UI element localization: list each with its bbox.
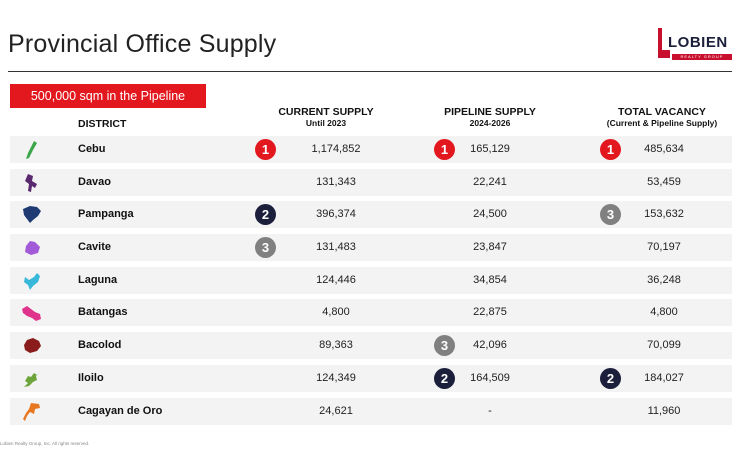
rank-badge: 2 — [600, 367, 621, 389]
pipeline-supply-value: 42,096 — [473, 339, 507, 352]
current-supply-value: 1,174,852 — [311, 143, 361, 155]
bacolod-map-icon — [24, 338, 41, 354]
rank-badge: 3 — [255, 237, 276, 259]
current-supply-value: 124,446 — [316, 273, 356, 286]
district-name: Pampanga — [78, 208, 134, 221]
table-row: Batangas 4,800 22,875 4,800 — [10, 299, 732, 327]
header-current-sub: Until 2023 — [305, 118, 347, 128]
header-pipeline-main: PIPELINE SUPPLY — [444, 106, 536, 118]
rank-badge: 2 — [255, 204, 276, 226]
district-name: Cavite — [78, 241, 112, 254]
page-title: Provincial Office Supply — [8, 30, 277, 58]
pipeline-supply-value: 22,241 — [473, 175, 507, 188]
district-name: Cagayan de Oro — [78, 404, 163, 417]
rank-badge: 1 — [600, 139, 621, 160]
total-vacancy-value: 4,800 — [650, 306, 678, 319]
table-row: Cagayan de Oro 24,621 - 11,960 — [10, 397, 732, 425]
table-row: Laguna 124,446 34,854 36,248 — [10, 266, 732, 294]
header-pipeline-supply: PIPELINE SUPPLY 2024-2026 — [420, 106, 560, 128]
header-district: DISTRICT — [78, 118, 127, 130]
district-name: Cebu — [78, 143, 106, 155]
rank-badge: 3 — [600, 204, 621, 226]
pipeline-supply-value: 164,509 — [470, 371, 510, 384]
current-supply-value: 131,343 — [316, 175, 356, 188]
batangas-map-icon — [22, 306, 41, 322]
current-supply-value: 124,349 — [316, 371, 356, 384]
iloilo-map-icon — [24, 370, 40, 387]
pipeline-supply-value: 165,129 — [470, 143, 510, 155]
rank-badge: 3 — [434, 335, 455, 357]
current-supply-value: 4,800 — [322, 306, 350, 319]
table-row: Iloilo 124,349 2 164,509 2 184,027 — [10, 364, 732, 392]
total-vacancy-value: 53,459 — [647, 175, 681, 188]
pipeline-supply-value: 24,500 — [473, 208, 507, 221]
header-pipeline-sub: 2024-2026 — [469, 118, 511, 128]
total-vacancy-value: 184,027 — [644, 371, 684, 384]
district-name: Batangas — [78, 306, 128, 319]
table-row: Pampanga 2 396,374 24,500 3 153,632 — [10, 201, 732, 229]
current-supply-value: 89,363 — [319, 339, 353, 352]
header-vacancy-sub: (Current & Pipeline Supply) — [606, 118, 718, 128]
davao-map-icon — [25, 173, 37, 192]
logo-mark-icon — [658, 28, 670, 58]
supply-table: Cebu 1 1,174,852 1 165,129 1 485,634 Davao 131,3… — [10, 136, 732, 430]
total-vacancy-value: 485,634 — [644, 143, 684, 155]
current-supply-value: 24,621 — [319, 404, 353, 417]
table-row: Cavite 3 131,483 23,847 70,197 — [10, 234, 732, 262]
current-supply-value: 396,374 — [316, 208, 356, 221]
table-row: Bacolod 89,363 3 42,096 70,099 — [10, 332, 732, 360]
header-current-main: CURRENT SUPPLY — [278, 106, 374, 118]
cagayan-de-oro-map-icon — [23, 402, 40, 421]
pipeline-supply-value: 22,875 — [473, 306, 507, 319]
rank-badge: 1 — [255, 139, 276, 160]
table-row: Cebu 1 1,174,852 1 165,129 1 485,634 — [10, 136, 732, 163]
pipeline-supply-value: 23,847 — [473, 241, 507, 254]
pipeline-supply-value: 34,854 — [473, 273, 507, 286]
title-divider — [8, 71, 732, 72]
district-name: Iloilo — [78, 371, 104, 384]
header-vacancy-main: TOTAL VACANCY — [618, 106, 706, 118]
pipeline-supply-value: - — [488, 404, 492, 417]
total-vacancy-value: 153,632 — [644, 208, 684, 221]
total-vacancy-value: 36,248 — [647, 273, 681, 286]
cebu-map-icon — [26, 141, 37, 159]
logo-subtext: REALTY GROUP — [672, 54, 732, 60]
rank-badge: 1 — [434, 139, 455, 160]
district-name: Laguna — [78, 273, 118, 286]
table-row: Davao 131,343 22,241 53,459 — [10, 168, 732, 196]
district-name: Bacolod — [78, 339, 122, 352]
district-name: Davao — [78, 175, 112, 188]
footer-copyright: Lobien Realty Group, Inc. All rights res… — [0, 441, 90, 446]
pipeline-badge: 500,000 sqm in the Pipeline — [10, 84, 206, 108]
current-supply-value: 131,483 — [316, 241, 356, 254]
pampanga-map-icon — [23, 206, 41, 224]
rank-badge: 2 — [434, 367, 455, 389]
laguna-map-icon — [24, 272, 40, 290]
total-vacancy-value: 70,099 — [647, 339, 681, 352]
header-total-vacancy: TOTAL VACANCY (Current & Pipeline Supply… — [586, 106, 738, 128]
header-current-supply: CURRENT SUPPLY Until 2023 — [256, 106, 396, 128]
total-vacancy-value: 70,197 — [647, 241, 681, 254]
logo-text: LOBIEN — [668, 34, 728, 51]
cavite-map-icon — [25, 241, 40, 256]
company-logo: LOBIEN REALTY GROUP — [658, 26, 734, 62]
total-vacancy-value: 11,960 — [647, 404, 681, 417]
